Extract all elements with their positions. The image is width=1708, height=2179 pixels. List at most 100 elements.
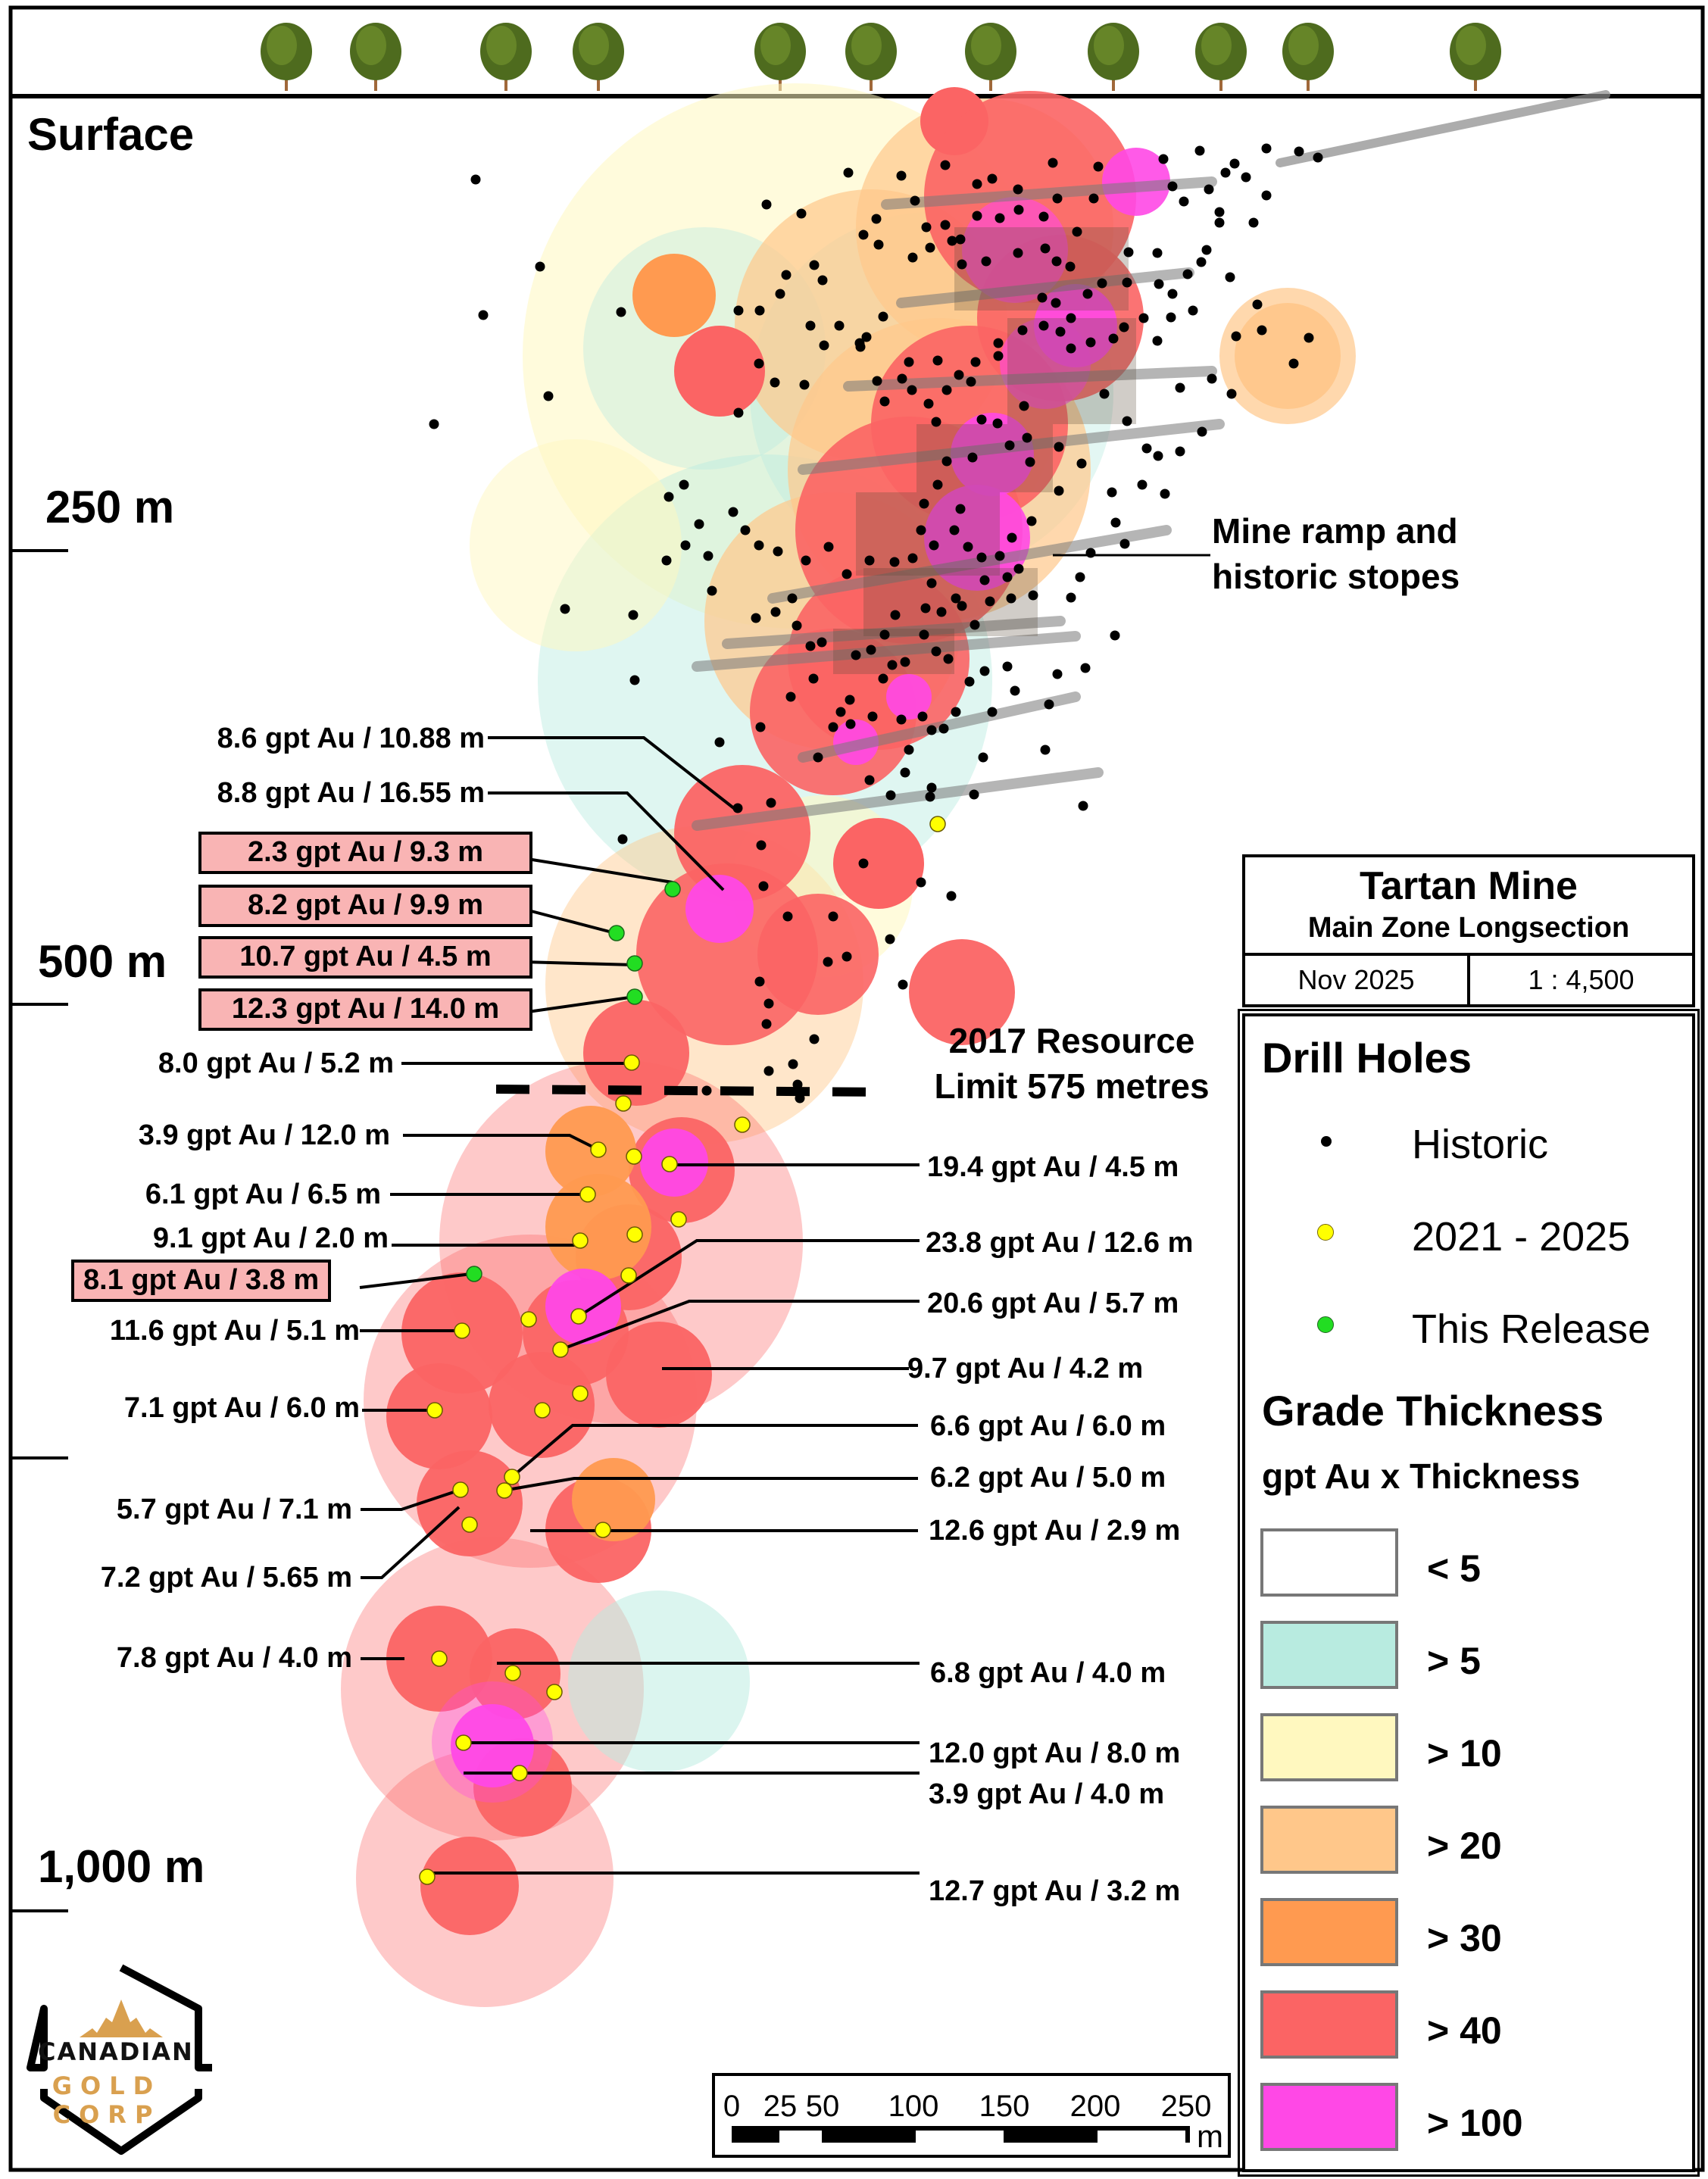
historic-drill-hole	[1220, 167, 1231, 178]
historic-drill-hole	[1051, 256, 1062, 267]
historic-drill-hole	[993, 351, 1004, 361]
historic-drill-hole	[1167, 289, 1178, 299]
historic-drill-hole	[543, 391, 554, 401]
title-block-meta: Nov 2025 1 : 4,500	[1245, 953, 1692, 1004]
historic-drill-hole	[1017, 325, 1028, 336]
historic-drill-hole	[1294, 146, 1304, 157]
intercept-label: 3.9 gpt Au / 12.0 m	[138, 1119, 390, 1151]
historic-drill-hole	[970, 620, 980, 630]
grade-class-label: > 40	[1427, 2009, 1502, 2052]
intercept-label: 19.4 gpt Au / 4.5 m	[927, 1151, 1179, 1183]
historic-drill-hole	[929, 540, 939, 551]
intercept-label: 8.8 gpt Au / 16.55 m	[217, 777, 485, 809]
recent-drill-hole	[579, 1186, 596, 1203]
color-swatch	[1260, 1990, 1398, 2059]
historic-drill-hole	[781, 270, 792, 280]
historic-drill-hole	[907, 385, 917, 395]
legend-grade-class: > 100	[1260, 2083, 1692, 2151]
historic-drill-hole	[978, 752, 988, 763]
intercept-label: 20.6 gpt Au / 5.7 m	[927, 1288, 1179, 1319]
tree-highlight	[1288, 26, 1319, 65]
scale-tick-label: 150	[979, 2090, 1030, 2123]
historic-drill-hole	[754, 305, 765, 316]
historic-drill-hole	[470, 174, 481, 185]
recent-drill-hole	[623, 1054, 640, 1071]
legend-border	[1238, 1009, 1700, 2177]
historic-drill-hole	[898, 979, 908, 990]
historic-drill-hole	[1013, 248, 1023, 258]
shield-icon	[27, 1964, 212, 2155]
historic-drill-hole	[1160, 489, 1170, 499]
historic-drill-hole	[1099, 389, 1110, 399]
historic-drill-hole	[617, 834, 628, 844]
maple-leaf-icon	[80, 1999, 163, 2037]
historic-drill-hole	[763, 1066, 774, 1076]
recent-drill-hole	[504, 1665, 521, 1681]
historic-drill-hole	[478, 310, 489, 320]
mine-ramp	[1276, 90, 1610, 167]
company-logo	[27, 1964, 212, 2155]
historic-drill-hole	[661, 555, 672, 566]
historic-drill-hole	[931, 417, 941, 427]
historic-drill-hole	[938, 723, 949, 734]
historic-drill-hole	[878, 311, 888, 322]
historic-drill-hole	[972, 179, 982, 189]
historic-drill-hole	[896, 714, 907, 725]
historic-drill-hole	[1261, 143, 1272, 154]
legend-grade-class: > 30	[1260, 1898, 1692, 1966]
historic-drill-hole	[1054, 442, 1064, 452]
legend-label: 2021 - 2025	[1412, 1214, 1631, 1260]
historic-drill-hole	[979, 575, 990, 585]
ramp-note-line-2: historic stopes	[1212, 556, 1460, 596]
map-border	[8, 5, 1705, 2172]
recent-drill-hole	[570, 1308, 587, 1325]
map-subtitle: Main Zone Longsection	[1307, 912, 1630, 944]
historic-drill-hole	[1076, 458, 1087, 469]
historic-drill-hole	[694, 519, 704, 529]
historic-drill-hole	[925, 242, 935, 253]
scale-tick-label: 25	[763, 2090, 798, 2123]
historic-drill-hole	[941, 385, 952, 395]
legend: Drill Holes Historic 2021 - 2025 This Re…	[1242, 1013, 1695, 2172]
historic-drill-hole	[560, 604, 570, 614]
historic-drill-hole	[1004, 440, 1015, 451]
historic-drill-hole	[940, 160, 951, 170]
historic-drill-hole	[701, 1085, 712, 1096]
historic-drill-hole	[1078, 801, 1088, 811]
historic-drill-hole	[1037, 292, 1048, 303]
historic-drill-hole	[429, 419, 439, 429]
historic-drill-hole	[867, 711, 878, 722]
historic-drill-hole	[1119, 539, 1130, 549]
color-swatch	[1260, 1898, 1398, 1966]
scale-segment	[1098, 2131, 1185, 2143]
historic-drill-hole	[890, 610, 901, 620]
historic-drill-hole	[866, 645, 876, 655]
tree-highlight	[760, 26, 791, 65]
resource-limit-line	[495, 1085, 887, 1097]
historic-drill-hole	[947, 236, 957, 246]
intercept-label: 12.7 gpt Au / 3.2 m	[929, 1875, 1181, 1907]
intercept-label: 9.7 gpt Au / 4.2 m	[907, 1353, 1144, 1385]
historic-drill-hole	[1013, 563, 1024, 574]
historic-drill-hole	[967, 452, 978, 463]
historic-drill-hole	[926, 578, 937, 588]
historic-drill-hole	[1304, 332, 1314, 343]
historic-drill-hole	[1002, 572, 1013, 582]
historic-drill-hole	[756, 840, 767, 851]
historic-drill-hole	[766, 798, 776, 808]
historic-drill-hole	[1007, 532, 1017, 543]
release-intercept-label: 8.1 gpt Au / 3.8 m	[71, 1260, 332, 1302]
historic-drill-hole	[754, 976, 765, 987]
historic-drill-hole	[707, 585, 717, 596]
yellow-dot-icon	[1317, 1224, 1334, 1241]
grade-contour-blob	[568, 1591, 750, 1772]
historic-drill-hole	[871, 214, 882, 224]
historic-drill-hole	[842, 569, 852, 579]
historic-drill-hole	[1085, 337, 1096, 348]
historic-drill-hole	[680, 540, 691, 551]
grade-contour-blob	[545, 1269, 621, 1344]
depth-label-500: 500 m	[38, 936, 167, 987]
historic-drill-hole	[835, 707, 846, 717]
historic-drill-hole	[775, 289, 785, 299]
